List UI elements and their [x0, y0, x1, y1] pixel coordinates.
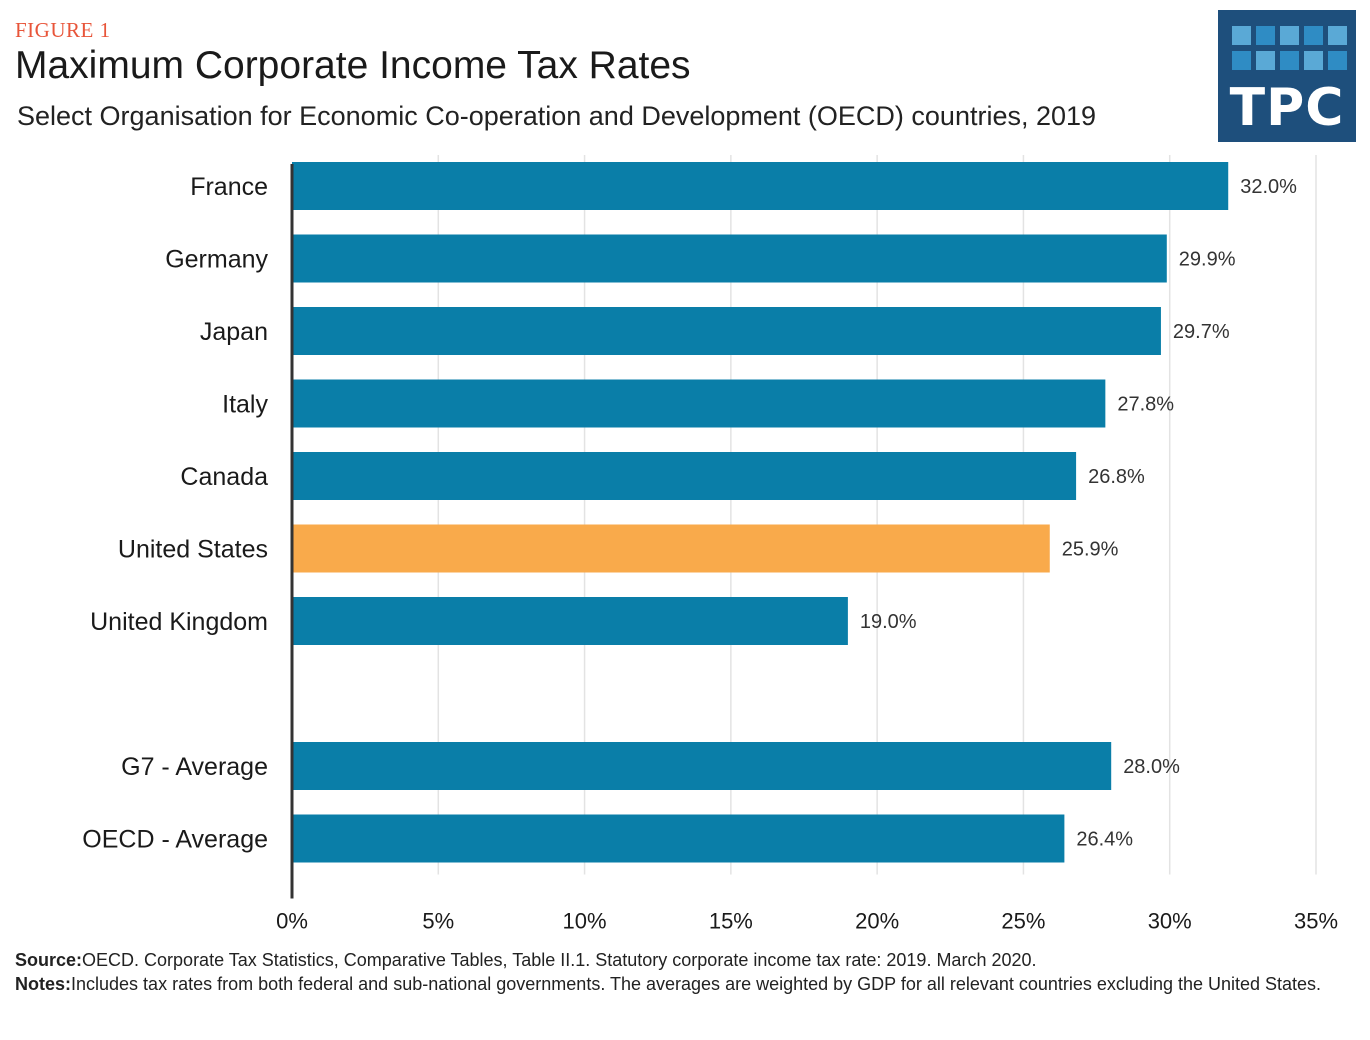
category-label: United Kingdom: [90, 608, 268, 636]
category-label: Italy: [222, 391, 268, 419]
bar: [292, 162, 1229, 210]
x-tick-label: 10%: [563, 909, 607, 934]
logo-square-icon: [1256, 26, 1275, 45]
bar: [292, 742, 1112, 790]
x-tick-label: 30%: [1148, 909, 1192, 934]
x-tick-label: 35%: [1294, 909, 1338, 934]
bar: [292, 814, 1065, 863]
value-label: 26.4%: [1076, 829, 1133, 851]
notes-text: Includes tax rates from both federal and…: [71, 974, 1322, 994]
chart-footer: Source:OECD. Corporate Tax Statistics, C…: [15, 948, 1355, 996]
bar: [292, 524, 1050, 573]
category-label: G7 - Average: [121, 753, 268, 781]
value-label: 25.9%: [1062, 539, 1119, 561]
x-tick-label: 20%: [855, 909, 899, 934]
source-label: Source:: [15, 950, 83, 970]
logo-square-icon: [1232, 26, 1251, 45]
x-tick-label: 0%: [276, 909, 308, 934]
value-label: 28.0%: [1123, 756, 1180, 778]
figure-label: FIGURE 1: [15, 18, 111, 42]
value-label: 32.0%: [1240, 176, 1297, 198]
chart-title: Maximum Corporate Income Tax Rates: [15, 44, 691, 87]
value-label: 27.8%: [1117, 394, 1174, 416]
notes-line: Notes:Includes tax rates from both feder…: [15, 972, 1355, 996]
bar: [292, 597, 848, 645]
x-tick-label: 15%: [709, 909, 753, 934]
x-tick-label: 5%: [422, 909, 454, 934]
bar: [292, 452, 1077, 500]
category-label: Japan: [200, 318, 268, 346]
category-label: France: [190, 173, 268, 201]
category-label: OECD - Average: [82, 826, 268, 854]
logo-text: TPC: [1229, 78, 1345, 138]
notes-label: Notes:: [15, 974, 72, 994]
logo-square-icon: [1232, 51, 1251, 70]
source-text: OECD. Corporate Tax Statistics, Comparat…: [82, 950, 1037, 970]
logo-square-icon: [1304, 51, 1323, 70]
logo-square-icon: [1256, 51, 1275, 70]
bar: [292, 307, 1161, 355]
bar-chart: France 32.0% Germany 29.9% Japan 29.7% Italy 27…: [82, 155, 1338, 934]
category-label: Germany: [165, 246, 268, 274]
chart-subtitle: Select Organisation for Economic Co-oper…: [17, 101, 1097, 131]
logo-square-icon: [1280, 51, 1299, 70]
logo-square-icon: [1328, 51, 1347, 70]
value-label: 29.9%: [1179, 249, 1236, 271]
value-label: 29.7%: [1173, 321, 1230, 343]
logo-square-icon: [1328, 26, 1347, 45]
value-label: 26.8%: [1088, 466, 1145, 488]
value-label: 19.0%: [860, 611, 917, 633]
x-tick-label: 25%: [1001, 909, 1045, 934]
bar: [292, 234, 1167, 283]
bar: [292, 379, 1106, 428]
tpc-logo: TPC: [1218, 10, 1356, 142]
logo-square-icon: [1280, 26, 1299, 45]
logo-square-icon: [1304, 26, 1323, 45]
category-label: United States: [118, 536, 268, 564]
source-line: Source:OECD. Corporate Tax Statistics, C…: [15, 948, 1355, 972]
category-label: Canada: [180, 463, 268, 491]
